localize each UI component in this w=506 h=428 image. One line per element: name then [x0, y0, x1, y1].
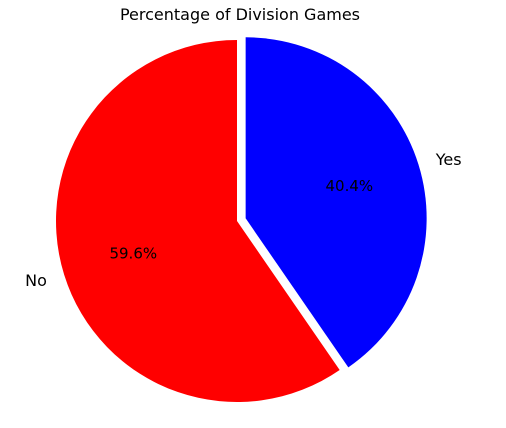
pie-slice-no [56, 40, 340, 402]
pie-slice-yes [245, 37, 427, 368]
pie-labels: 40.4% Yes 59.6% No [25, 150, 461, 290]
pct-label-yes: 40.4% [326, 177, 374, 195]
pct-label-no: 59.6% [109, 244, 157, 262]
slice-label-yes: Yes [435, 150, 462, 169]
chart-title: Percentage of Division Games [120, 5, 360, 24]
slice-label-no: No [25, 271, 47, 290]
pie-slices [56, 37, 427, 402]
